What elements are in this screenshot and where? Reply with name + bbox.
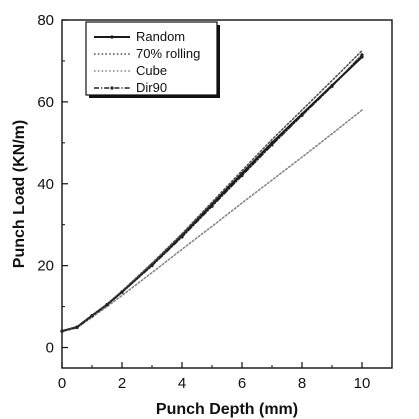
- legend-box: [85, 21, 218, 96]
- series-point-dir90: [180, 235, 184, 239]
- y-tick-label: 0: [46, 340, 54, 357]
- series-point-dir90: [75, 325, 79, 330]
- series-point-dir90: [240, 173, 244, 178]
- series-point-dir90: [60, 329, 64, 333]
- series-point-dir90: [210, 204, 214, 208]
- series-layer: [60, 49, 364, 333]
- y-tick-label: 80: [37, 12, 54, 29]
- x-tick-label: 0: [58, 375, 66, 392]
- legend-label: Cube: [136, 63, 167, 78]
- series-point-dir90: [270, 143, 274, 147]
- legend-label: Random: [136, 29, 185, 44]
- series-point-dir90: [105, 303, 109, 307]
- plot-frame: [61, 19, 393, 369]
- legend-marker: [110, 86, 114, 90]
- legend-marker: [110, 35, 114, 39]
- x-tick-label: 8: [298, 375, 306, 392]
- legend-label: Dir90: [136, 80, 167, 95]
- y-tick-label: 60: [37, 94, 54, 111]
- legend-label: 70% rolling: [136, 46, 200, 61]
- x-tick-label: 10: [354, 375, 371, 392]
- series-point-dir90: [330, 84, 334, 88]
- legend: Random 70% rolling Cube Dir90: [85, 21, 220, 98]
- x-tick-label: 6: [238, 375, 246, 392]
- y-axis-title: Punch Load (KN/m): [11, 120, 28, 268]
- x-tick-label: 4: [178, 375, 186, 392]
- y-tick-label: 20: [37, 258, 54, 275]
- series-line-cube: [61, 109, 363, 332]
- x-tick-label: 2: [118, 375, 126, 392]
- series-point-dir90: [300, 113, 304, 117]
- series-point-dir90: [90, 314, 94, 318]
- series-point-dir90: [120, 290, 124, 294]
- series-point-dir90: [360, 53, 364, 57]
- axes: 0 2 4 6 8 10 0 20 40 60 80: [37, 12, 393, 392]
- y-tick-label: 40: [37, 176, 54, 193]
- series-point-dir90: [150, 264, 154, 268]
- x-axis-title: Punch Depth (mm): [156, 401, 298, 418]
